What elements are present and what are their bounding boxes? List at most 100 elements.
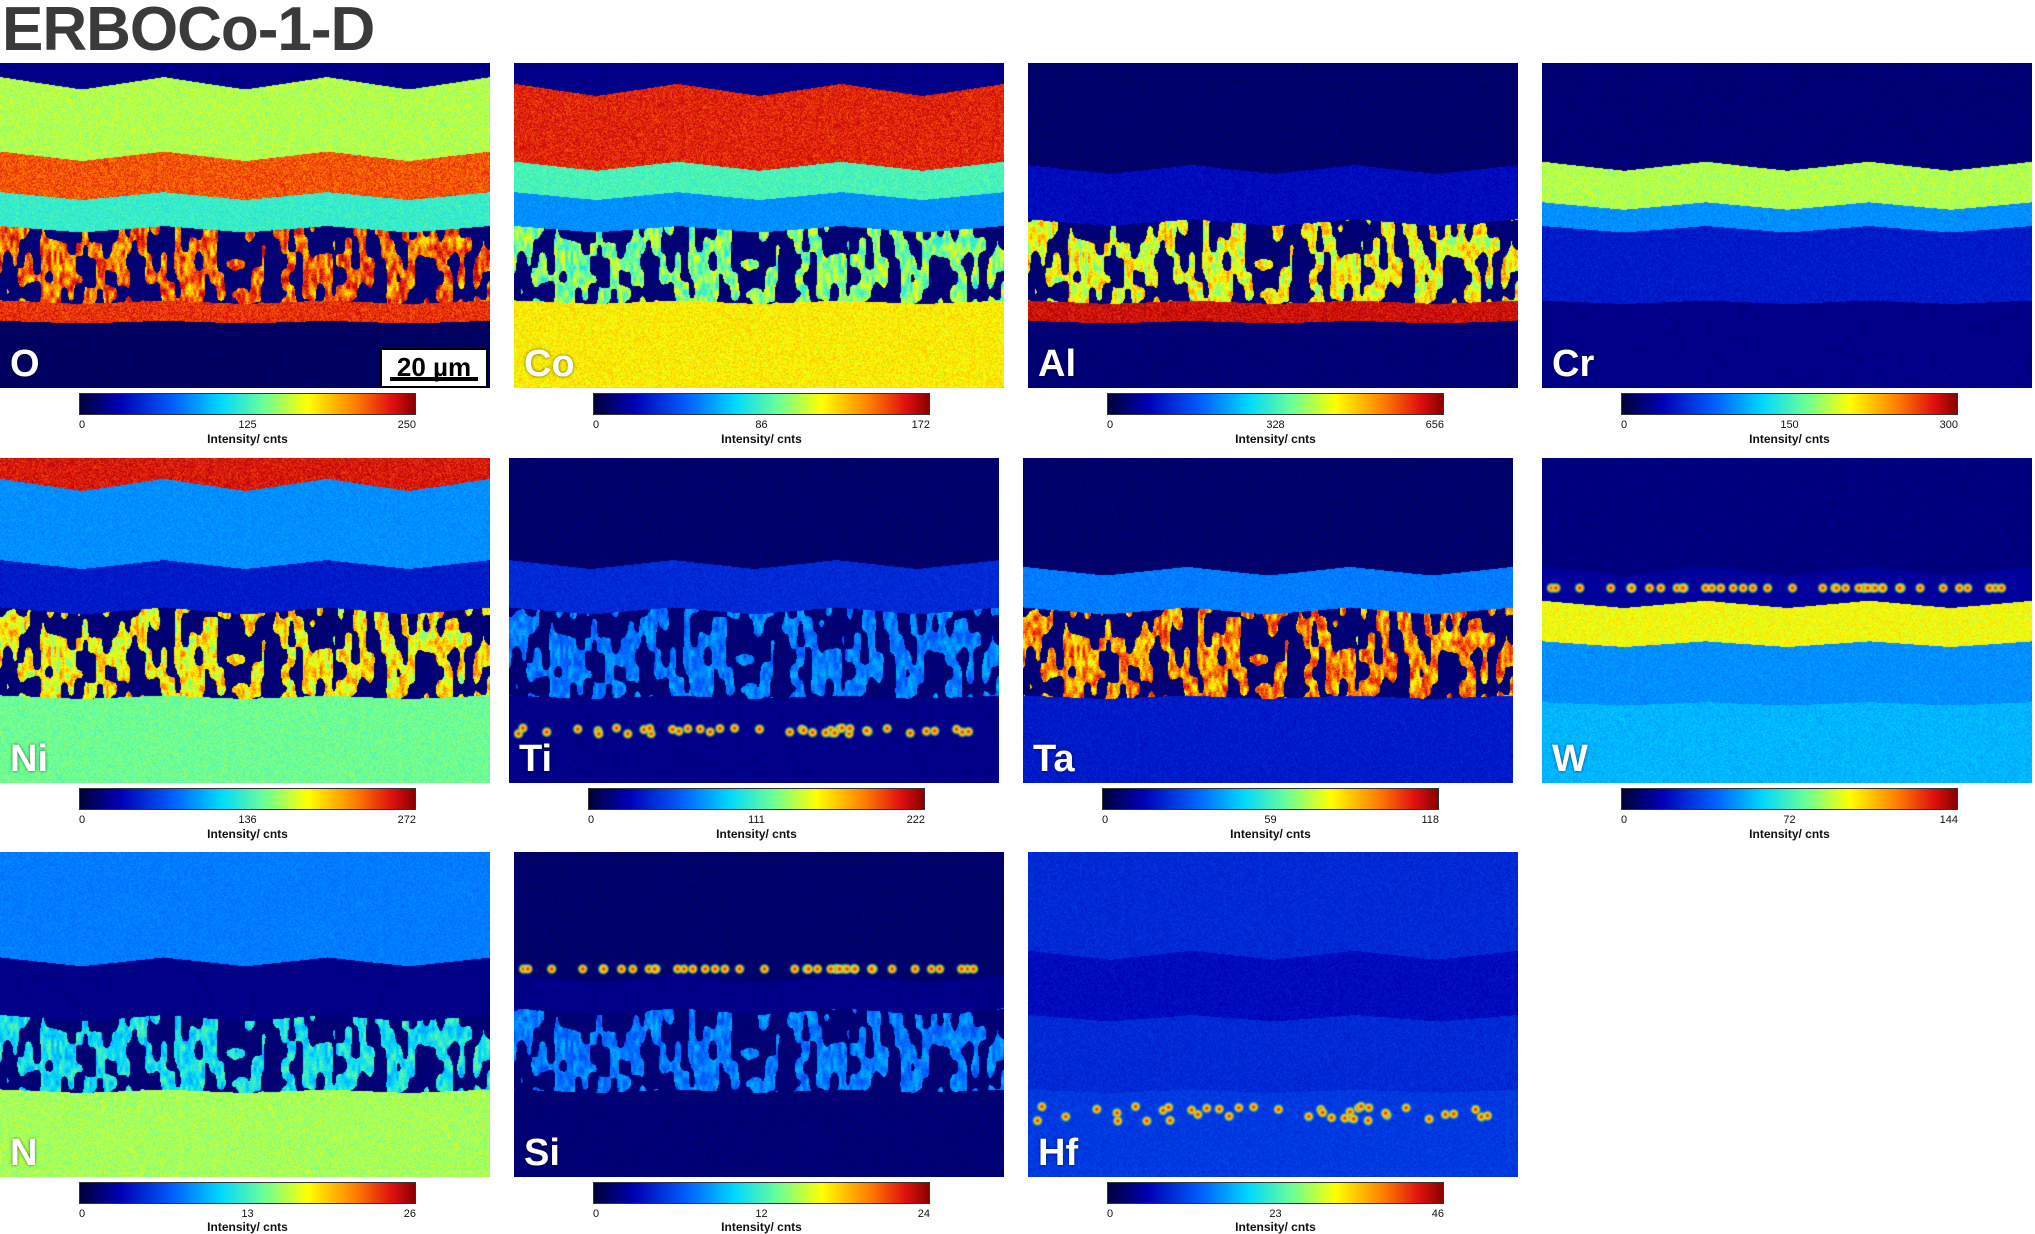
tick-min: 0	[1102, 814, 1109, 826]
elemental-map-n	[0, 852, 490, 1177]
colorbar-ticks: 0 59 118	[1102, 814, 1439, 828]
colorbar-ticks: 0 136 272	[79, 814, 416, 828]
tick-mid: 125	[238, 419, 257, 431]
tick-mid: 86	[755, 419, 768, 431]
element-label: W	[1552, 738, 1588, 780]
elemental-map-o	[0, 63, 490, 388]
colorbar	[1107, 393, 1444, 415]
colorbar	[1102, 788, 1439, 810]
colorbar-label: Intensity/ cnts	[1230, 827, 1311, 841]
map-panel-o: O 20 µm	[0, 63, 490, 388]
tick-min: 0	[593, 1208, 600, 1220]
map-panel-ni: Ni	[0, 458, 490, 783]
tick-max: 300	[1939, 419, 1958, 431]
colorbar	[588, 788, 925, 810]
scale-bar: 20 µm	[380, 348, 488, 388]
map-panel-n: N	[0, 852, 490, 1177]
colorbar-ticks: 0 125 250	[79, 419, 416, 433]
map-panel-hf: Hf	[1028, 852, 1518, 1177]
element-label: Ni	[10, 738, 48, 780]
tick-mid: 136	[238, 814, 257, 826]
tick-max: 24	[917, 1208, 930, 1220]
map-panel-cr: Cr	[1542, 63, 2032, 388]
colorbar	[1621, 393, 1958, 415]
colorbar-label: Intensity/ cnts	[1235, 432, 1316, 446]
map-panel-si: Si	[514, 852, 1004, 1177]
map-panel-co: Co	[514, 63, 1004, 388]
colorbar-label: Intensity/ cnts	[721, 1220, 802, 1234]
tick-max: 222	[906, 814, 925, 826]
tick-min: 0	[588, 814, 595, 826]
colorbar-ticks: 0 328 656	[1107, 419, 1444, 433]
tick-min: 0	[593, 419, 600, 431]
map-panel-al: Al	[1028, 63, 1518, 388]
tick-max: 172	[911, 419, 930, 431]
element-label: O	[10, 343, 40, 385]
tick-min: 0	[79, 814, 86, 826]
tick-min: 0	[1107, 419, 1114, 431]
tick-mid: 13	[241, 1208, 254, 1220]
elemental-map-si	[514, 852, 1004, 1177]
tick-mid: 59	[1264, 814, 1277, 826]
scale-bar-line	[390, 377, 478, 381]
colorbar	[79, 393, 416, 415]
elemental-map-hf	[1028, 852, 1518, 1177]
tick-min: 0	[1621, 814, 1628, 826]
colorbar	[79, 788, 416, 810]
elemental-map-al	[1028, 63, 1518, 388]
map-panel-ta: Ta	[1023, 458, 1513, 783]
tick-max: 118	[1421, 814, 1439, 826]
element-label: Ti	[519, 738, 553, 780]
colorbar	[79, 1182, 416, 1204]
colorbar-ticks: 0 150 300	[1621, 419, 1958, 433]
tick-mid: 328	[1266, 419, 1285, 431]
colorbar-ticks: 0 111 222	[588, 814, 925, 828]
colorbar-label: Intensity/ cnts	[721, 432, 802, 446]
element-label: Hf	[1038, 1132, 1079, 1174]
tick-min: 0	[79, 419, 86, 431]
tick-min: 0	[1621, 419, 1628, 431]
colorbar	[593, 1182, 930, 1204]
map-panel-ti: Ti	[509, 458, 999, 783]
colorbar-label: Intensity/ cnts	[716, 827, 797, 841]
tick-mid: 23	[1269, 1208, 1282, 1220]
figure-title: ERBOCo-1-D	[2, 0, 375, 64]
element-label: Ta	[1033, 738, 1075, 780]
colorbar-label: Intensity/ cnts	[1749, 827, 1830, 841]
tick-mid: 12	[755, 1208, 768, 1220]
element-label: N	[10, 1132, 38, 1174]
tick-mid: 111	[748, 814, 765, 826]
tick-mid: 72	[1783, 814, 1796, 826]
tick-min: 0	[79, 1208, 86, 1220]
colorbar	[1107, 1182, 1444, 1204]
element-label: Cr	[1552, 343, 1595, 385]
colorbar-ticks: 0 12 24	[593, 1208, 930, 1222]
elemental-map-w	[1542, 458, 2032, 783]
tick-mid: 150	[1780, 419, 1799, 431]
colorbar-label: Intensity/ cnts	[1749, 432, 1830, 446]
colorbar-ticks: 0 23 46	[1107, 1208, 1444, 1222]
elemental-map-ni	[0, 458, 490, 783]
colorbar-label: Intensity/ cnts	[207, 827, 288, 841]
colorbar-ticks: 0 13 26	[79, 1208, 416, 1222]
tick-max: 656	[1425, 419, 1444, 431]
tick-max: 26	[403, 1208, 416, 1220]
elemental-map-ta	[1023, 458, 1513, 783]
elemental-map-cr	[1542, 63, 2032, 388]
colorbar-label: Intensity/ cnts	[1235, 1220, 1316, 1234]
tick-max: 144	[1939, 814, 1958, 826]
map-panel-w: W	[1542, 458, 2032, 783]
element-label: Al	[1038, 343, 1076, 385]
element-label: Co	[524, 343, 575, 385]
colorbar-label: Intensity/ cnts	[207, 432, 288, 446]
tick-max: 250	[397, 419, 416, 431]
tick-min: 0	[1107, 1208, 1114, 1220]
elemental-map-co	[514, 63, 1004, 388]
colorbar-ticks: 0 72 144	[1621, 814, 1958, 828]
colorbar	[593, 393, 930, 415]
colorbar	[1621, 788, 1958, 810]
tick-max: 46	[1431, 1208, 1444, 1220]
colorbar-label: Intensity/ cnts	[207, 1220, 288, 1234]
element-label: Si	[524, 1132, 560, 1174]
colorbar-ticks: 0 86 172	[593, 419, 930, 433]
